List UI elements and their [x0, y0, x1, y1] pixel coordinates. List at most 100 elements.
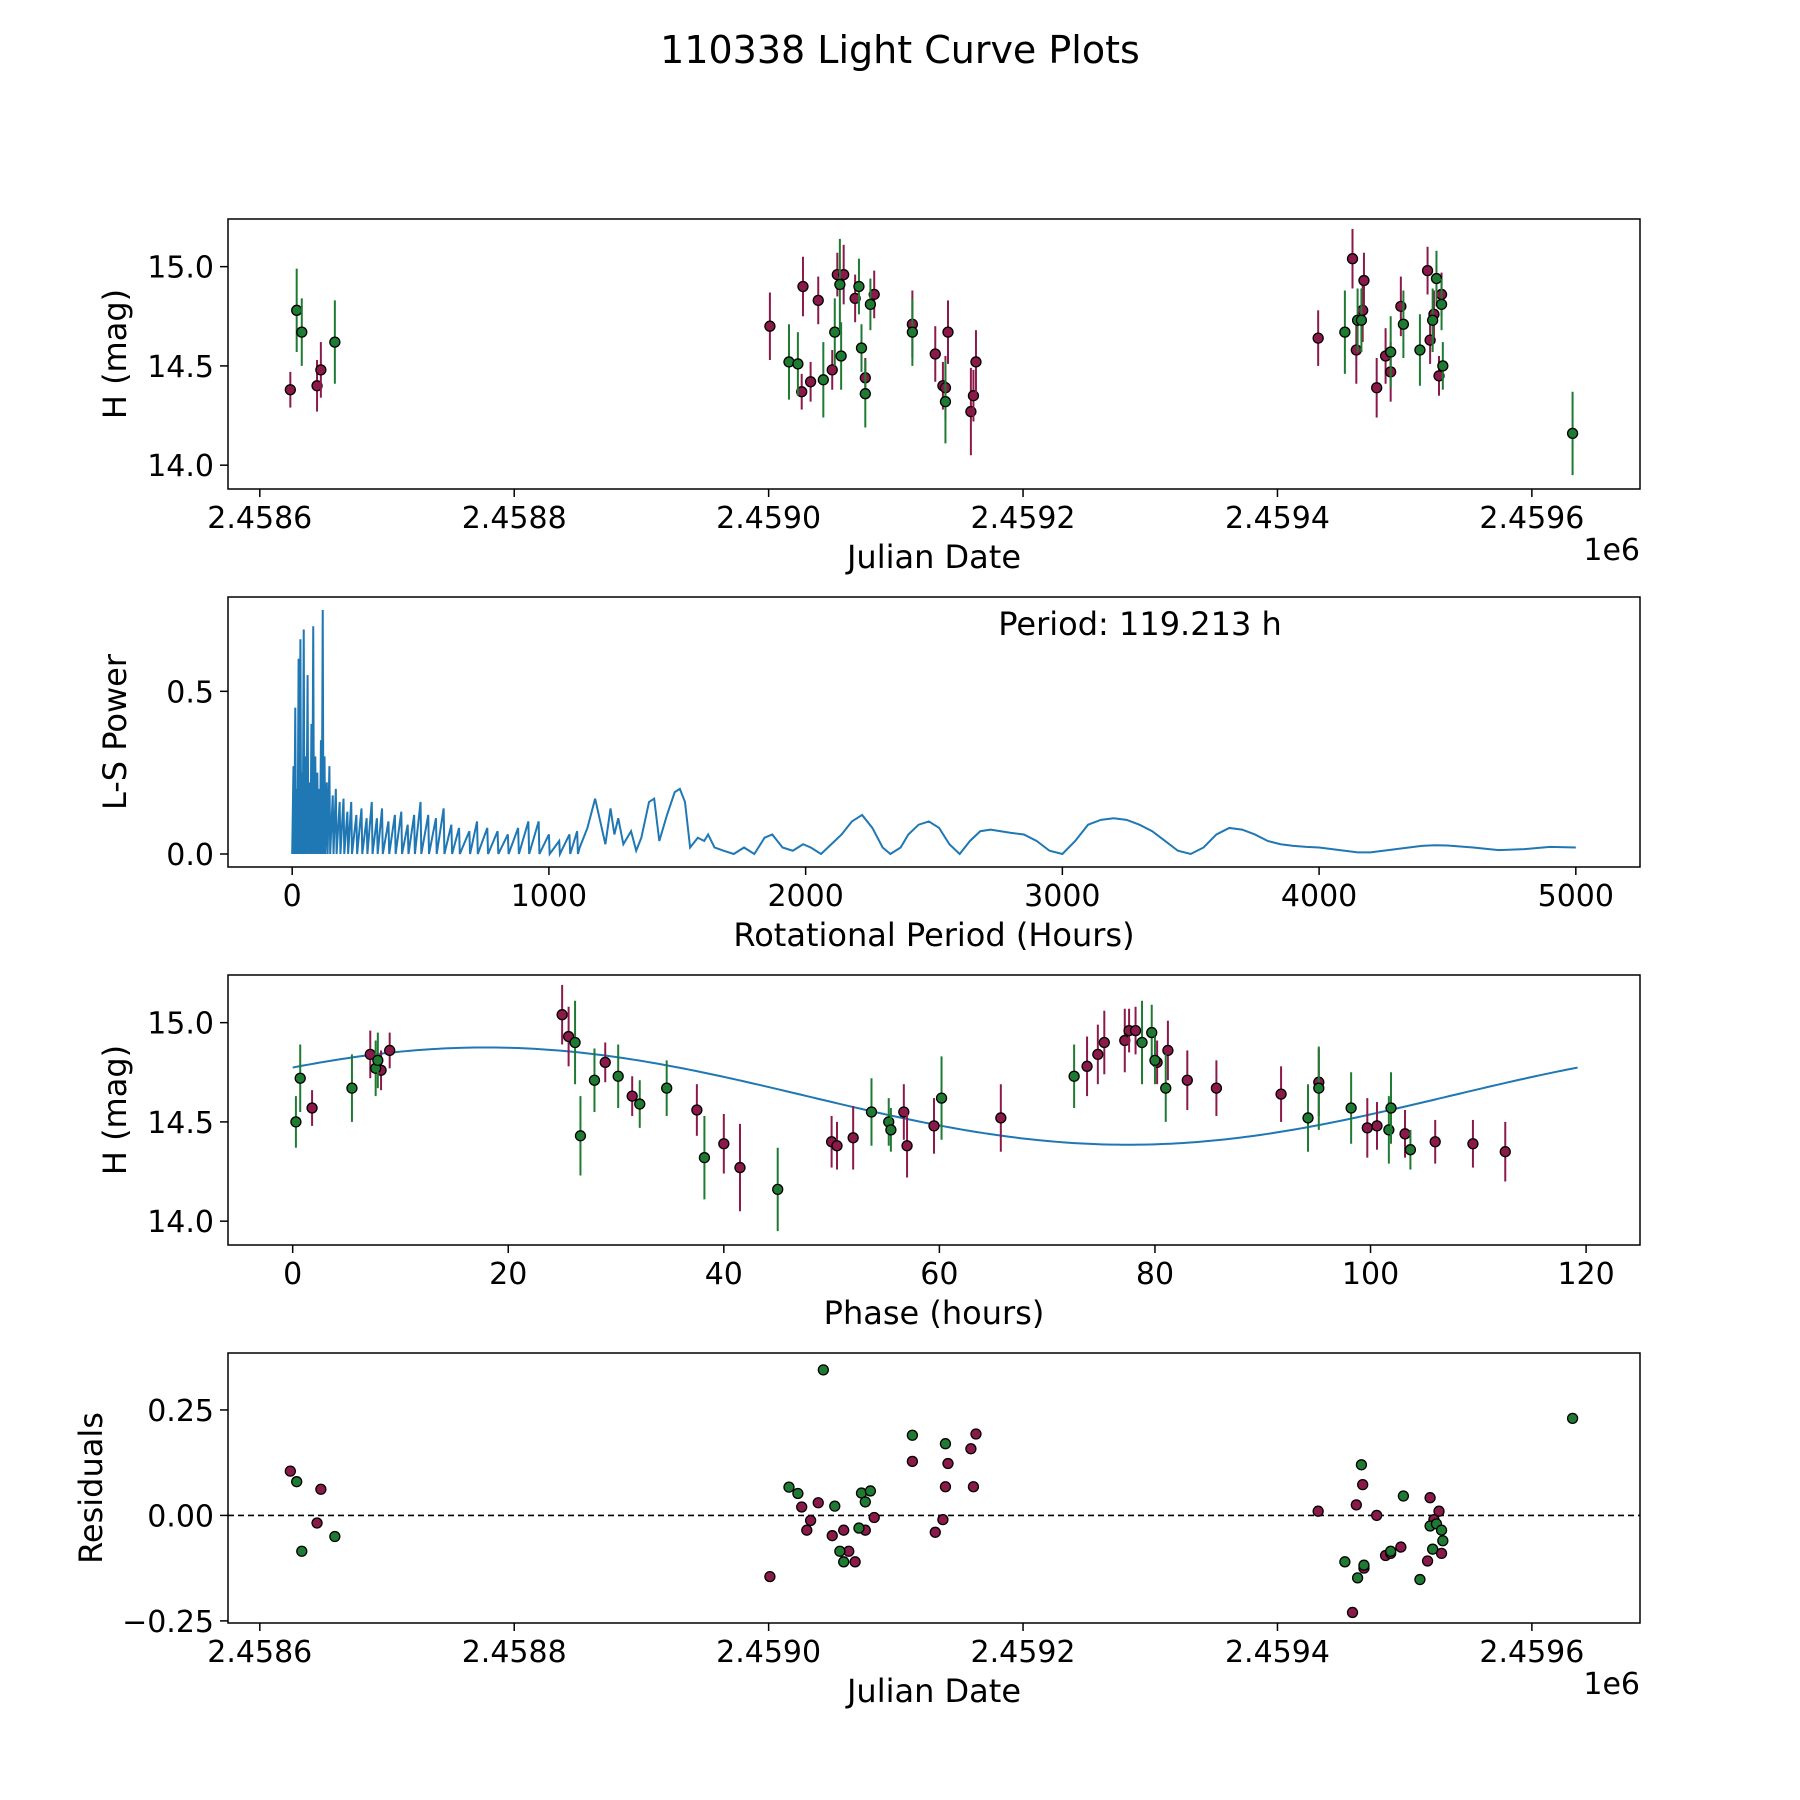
- data-point-maroon: [1350, 344, 1362, 356]
- data-point-maroon: [901, 1140, 913, 1152]
- data-point-green: [1435, 1524, 1448, 1536]
- data-point-maroon: [1433, 370, 1445, 382]
- data-point-maroon: [315, 364, 327, 376]
- data-point-green: [1566, 1412, 1579, 1425]
- data-point-green: [792, 1487, 804, 1500]
- y-axis-label: H (mag): [96, 289, 134, 419]
- data-point-green: [1435, 298, 1448, 311]
- data-point-green: [1404, 1144, 1417, 1156]
- data-point-green: [855, 342, 868, 354]
- data-point-maroon: [826, 364, 838, 376]
- data-point-maroon: [1346, 253, 1359, 265]
- data-point-maroon: [764, 320, 776, 332]
- y-tick-label: −0.25: [122, 1605, 214, 1640]
- data-point-maroon: [1499, 1146, 1511, 1158]
- axes-frame: [227, 974, 1641, 1246]
- lightcurve-panel: 2.4586 2.4588 2.4590 2.4592 2.4594 2.4596 14.0…: [96, 218, 1641, 576]
- plot-area: [290, 984, 1578, 1232]
- data-point-maroon: [929, 348, 941, 360]
- data-point-green: [1414, 1573, 1426, 1586]
- x-tick-label: 100: [1342, 1257, 1399, 1292]
- y-tick-label: 0.5: [166, 675, 214, 710]
- data-point-green: [834, 278, 846, 291]
- axes-frame: [227, 1352, 1641, 1624]
- data-point-green: [939, 1438, 952, 1450]
- data-point-maroon: [1361, 1122, 1373, 1134]
- x-axis-label: Rotational Period (Hours): [733, 916, 1134, 954]
- y-tick-label: 14.0: [147, 1205, 214, 1240]
- data-point-green: [296, 1545, 308, 1557]
- data-point-maroon: [929, 1526, 941, 1538]
- data-point-green: [1355, 314, 1368, 326]
- data-point-green: [1302, 1112, 1314, 1124]
- periodogram-panel: 0 1000 2000 3000 4000 5000 0.0 0.5 Rotational Pe…: [96, 596, 1641, 954]
- data-point-green: [935, 1092, 948, 1104]
- data-point-maroon: [937, 1513, 949, 1526]
- x-tick-label: 60: [920, 1257, 958, 1292]
- data-point-maroon: [967, 1481, 980, 1493]
- data-point-maroon: [1350, 1499, 1362, 1511]
- x-tick-label: 2.4596: [1479, 1635, 1584, 1670]
- data-point-green: [1437, 360, 1449, 372]
- data-point-green: [838, 1556, 850, 1568]
- data-point-green: [296, 326, 308, 338]
- data-point-green: [1427, 1543, 1439, 1555]
- data-point-green: [290, 1116, 302, 1128]
- data-point-maroon: [965, 1443, 977, 1455]
- data-point-green: [817, 1364, 829, 1376]
- data-point-green: [1385, 1102, 1397, 1114]
- data-point-green: [783, 1481, 795, 1493]
- data-point-green: [1385, 1545, 1397, 1557]
- data-point-green: [853, 280, 865, 293]
- x-tick-label: 4000: [1281, 879, 1357, 914]
- axes-frame: [227, 218, 1641, 490]
- data-point-maroon: [797, 280, 809, 293]
- data-point-maroon: [1129, 1024, 1142, 1037]
- x-tick-label: 2.4594: [1225, 501, 1330, 536]
- data-point-maroon: [1395, 1541, 1407, 1553]
- data-point-green: [817, 374, 829, 386]
- data-point-maroon: [1275, 1088, 1287, 1100]
- data-point-maroon: [1357, 1478, 1369, 1491]
- data-point-green: [1136, 1036, 1148, 1049]
- data-point-maroon: [718, 1138, 730, 1150]
- data-point-maroon: [847, 1132, 859, 1144]
- data-point-maroon: [928, 1120, 940, 1132]
- data-point-maroon: [1346, 1606, 1359, 1619]
- y-axis-label: H (mag): [96, 1045, 134, 1175]
- data-point-green: [372, 1054, 384, 1067]
- data-point-maroon: [1312, 1505, 1324, 1517]
- data-point-maroon: [942, 326, 954, 338]
- data-point-green: [1149, 1054, 1161, 1067]
- data-point-green: [588, 1074, 601, 1086]
- residuals-panel: 2.4586 2.4588 2.4590 2.4592 2.4594 2.4596 −0.2…: [72, 1352, 1641, 1710]
- data-point-green: [574, 1130, 587, 1142]
- data-point-maroon: [970, 356, 982, 368]
- x-tick-label: 0: [283, 1257, 302, 1292]
- x-tick-label: 120: [1557, 1257, 1614, 1292]
- data-point-maroon: [826, 1530, 838, 1542]
- x-axis-label: Julian Date: [845, 538, 1021, 576]
- data-point-maroon: [311, 1517, 323, 1529]
- data-point-maroon: [284, 384, 296, 396]
- x-tick-label: 80: [1136, 1257, 1174, 1292]
- data-point-green: [885, 1124, 897, 1136]
- x-tick-label: 2.4588: [462, 501, 567, 536]
- x-tick-label: 2.4586: [207, 501, 312, 536]
- x-tick-label: 0: [283, 879, 302, 914]
- y-tick-label: 0.25: [147, 1394, 214, 1429]
- x-tick-label: 2.4592: [971, 501, 1076, 536]
- y-tick-label: 0.0: [166, 838, 214, 873]
- data-point-green: [829, 326, 841, 338]
- axes-frame: [227, 596, 1641, 868]
- data-point-green: [906, 1429, 919, 1441]
- data-point-maroon: [838, 268, 850, 281]
- data-point-green: [859, 388, 871, 400]
- data-point-green: [1430, 272, 1443, 285]
- data-point-maroon: [812, 294, 824, 307]
- data-point-maroon: [556, 1009, 568, 1021]
- data-point-maroon: [764, 1570, 776, 1583]
- data-point-maroon: [599, 1056, 611, 1069]
- data-point-green: [661, 1082, 673, 1094]
- data-point-green: [859, 1496, 871, 1508]
